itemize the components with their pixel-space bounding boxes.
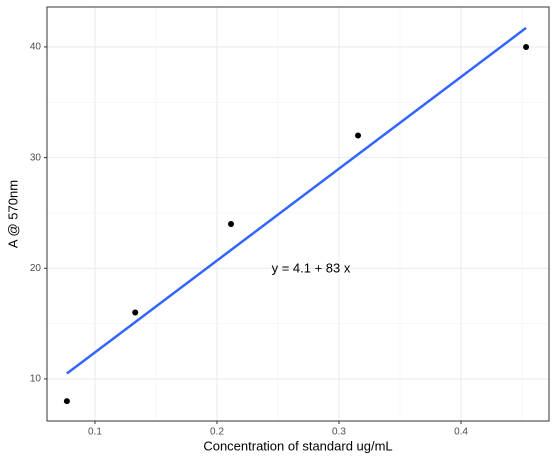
- point: [132, 309, 139, 316]
- point: [523, 43, 530, 50]
- y-tick-label: 40: [30, 42, 42, 53]
- point: [63, 398, 70, 405]
- fit-line: [66, 26, 527, 375]
- y-tick-label: 10: [30, 374, 42, 385]
- x-tick-label: 0.3: [332, 427, 346, 438]
- annotation: y = 4.1 + 83 x: [272, 260, 351, 275]
- x-tick-label: 0.1: [88, 427, 102, 438]
- panel-border: [46, 6, 550, 422]
- point: [228, 221, 235, 228]
- y-tick-label: 20: [30, 263, 42, 274]
- point: [355, 132, 362, 139]
- y-tick-label: 30: [30, 152, 42, 163]
- x-tick-label: 0.2: [210, 427, 224, 438]
- y-axis-label: A @ 570nm: [5, 180, 20, 248]
- x-tick-label: 0.4: [454, 427, 468, 438]
- x-axis-label: Concentration of standard ug/mL: [203, 438, 392, 453]
